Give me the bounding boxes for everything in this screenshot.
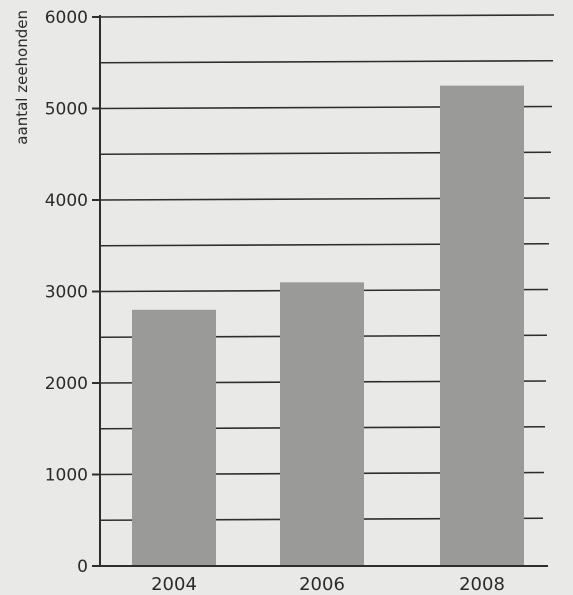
- x-axis-labels: 2004 2006 2008: [151, 574, 505, 595]
- bar-2004: [132, 309, 216, 566]
- x-tick-label-2004: 2004: [151, 574, 197, 595]
- x-tick-label-2008: 2008: [459, 574, 505, 595]
- y-axis-title: aantal zeehonden: [13, 10, 31, 145]
- y-tick-label-0: 0: [77, 557, 88, 577]
- y-tick-label-4000: 4000: [45, 191, 88, 211]
- gridline-5500: [99, 59, 554, 64]
- bars: [132, 85, 524, 566]
- y-tick-label-1000: 1000: [45, 466, 88, 486]
- x-tick-label-2006: 2006: [299, 574, 345, 595]
- y-tick-label-3000: 3000: [45, 283, 88, 303]
- y-tick-label-6000: 6000: [45, 8, 88, 28]
- y-tick-label-5000: 5000: [45, 100, 88, 120]
- bar-2006: [280, 282, 364, 566]
- y-axis-ticks: 0 1000 2000 3000 4000 5000 6000: [45, 8, 100, 577]
- y-tick-label-2000: 2000: [45, 374, 88, 394]
- gridline-6000: [99, 14, 555, 18]
- bar-2008: [440, 85, 524, 566]
